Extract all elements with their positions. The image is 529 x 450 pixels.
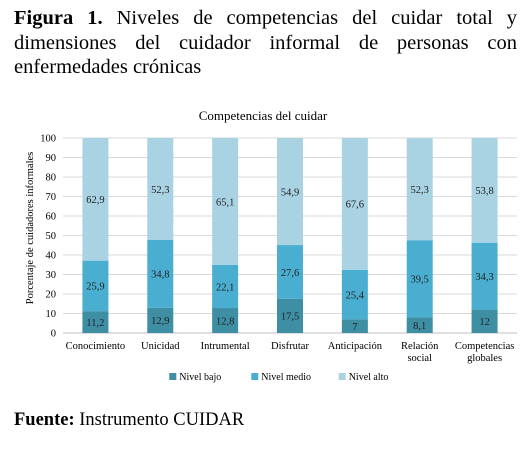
bar-segment bbox=[471, 242, 498, 310]
bar-segment bbox=[82, 311, 109, 333]
legend-swatch bbox=[251, 373, 259, 380]
source-label: Fuente: bbox=[14, 410, 75, 430]
legend-label: Nivel bajo bbox=[179, 372, 221, 383]
bar-segment bbox=[341, 138, 368, 270]
y-tick-label: 0 bbox=[51, 329, 56, 340]
data-label: 12,8 bbox=[216, 316, 234, 327]
figure-label: Figura 1. bbox=[14, 7, 103, 29]
bars bbox=[82, 137, 498, 333]
data-label: 22,1 bbox=[216, 282, 234, 293]
bar-segment bbox=[147, 138, 174, 240]
bar-segment bbox=[277, 138, 303, 246]
data-label: 34,3 bbox=[475, 272, 493, 283]
legend-swatch bbox=[169, 373, 177, 380]
data-label: 54,9 bbox=[281, 187, 299, 198]
bar-segment bbox=[82, 260, 109, 312]
y-tick-label: 50 bbox=[46, 231, 57, 242]
y-tick-label: 30 bbox=[46, 270, 57, 281]
bar-segment bbox=[277, 298, 303, 333]
legend-label: Nivel medio bbox=[261, 372, 311, 383]
bar-segment bbox=[406, 240, 433, 318]
y-tick-label: 10 bbox=[46, 309, 57, 320]
bar-segment bbox=[341, 269, 368, 320]
bar-segment bbox=[147, 239, 174, 308]
data-label: 12 bbox=[479, 317, 490, 328]
figure-source: Fuente: Instrumento CUIDAR bbox=[14, 410, 244, 431]
x-axis-ticks: Conocimiento Unicidad Intrumental Disfrutar… bbox=[66, 341, 515, 364]
figure-caption-text: Niveles de competencias del cuidar total… bbox=[14, 7, 518, 78]
bar-segment bbox=[471, 137, 498, 243]
bar-segment bbox=[341, 319, 368, 333]
x-tick-label: Intrumental bbox=[201, 341, 250, 352]
chart-title: Competencias del cuidar bbox=[199, 108, 328, 123]
data-label: 34,8 bbox=[151, 270, 169, 281]
y-tick-label: 20 bbox=[46, 290, 57, 301]
bar-segment bbox=[406, 317, 433, 333]
x-tick-label: Competencias bbox=[455, 341, 514, 352]
data-label: 27,6 bbox=[281, 268, 299, 279]
bar-segment bbox=[147, 307, 174, 333]
x-tick-label: Relación bbox=[401, 341, 439, 352]
legend-label: Nivel alto bbox=[349, 372, 389, 383]
stacked-bar-chart: Competencias del cuidar Porcentaje de cu… bbox=[25, 108, 517, 383]
x-tick-label: Anticipación bbox=[328, 341, 383, 352]
y-tick-label: 60 bbox=[46, 212, 57, 223]
data-label: 52,3 bbox=[151, 185, 169, 196]
bar-segment bbox=[212, 138, 239, 265]
y-tick-label: 100 bbox=[40, 134, 56, 145]
bar-segment bbox=[277, 245, 303, 299]
bar-segment bbox=[471, 309, 498, 333]
data-label: 7 bbox=[352, 322, 357, 333]
data-labels: 11,2 25,9 62,9 12,9 34,8 52,3 12,8 22,1 65,1 17,5… bbox=[86, 185, 494, 333]
y-tick-label: 70 bbox=[46, 192, 57, 203]
figure-caption: Figura 1. Niveles de competencias del cu… bbox=[14, 6, 517, 80]
legend-swatch bbox=[338, 373, 346, 380]
data-label: 39,5 bbox=[411, 274, 429, 285]
bar-segment bbox=[212, 264, 239, 309]
y-tick-label: 40 bbox=[46, 251, 57, 262]
bar-segment bbox=[212, 308, 239, 333]
data-label: 25,9 bbox=[86, 282, 104, 293]
data-label: 11,2 bbox=[86, 318, 104, 329]
bar-segment bbox=[406, 138, 433, 241]
data-label: 62,9 bbox=[86, 195, 104, 206]
y-tick-label: 90 bbox=[46, 153, 57, 164]
data-label: 17,5 bbox=[281, 312, 299, 323]
bar-segment bbox=[82, 138, 109, 261]
y-axis-label: Porcentaje de cuidadores informales bbox=[25, 152, 36, 304]
x-tick-label: Conocimiento bbox=[66, 341, 126, 352]
y-tick-label: 80 bbox=[46, 173, 57, 184]
data-label: 65,1 bbox=[216, 197, 234, 208]
data-label: 67,6 bbox=[346, 200, 364, 211]
source-text: Instrumento CUIDAR bbox=[79, 410, 245, 430]
x-tick-label: Unicidad bbox=[141, 341, 180, 352]
legend: Nivel bajo Nivel medio Nivel alto bbox=[169, 372, 388, 383]
x-tick-label: globales bbox=[467, 353, 502, 364]
x-tick-label: social bbox=[407, 353, 432, 364]
data-label: 52,3 bbox=[411, 185, 429, 196]
data-label: 25,4 bbox=[346, 290, 365, 301]
x-tick-label: Disfrutar bbox=[271, 341, 309, 352]
data-label: 53,8 bbox=[475, 186, 493, 197]
y-axis-ticks: 0 10 20 30 40 50 60 70 80 90 100 bbox=[40, 134, 56, 340]
data-label: 12,9 bbox=[151, 316, 169, 327]
data-label: 8,1 bbox=[413, 321, 426, 332]
